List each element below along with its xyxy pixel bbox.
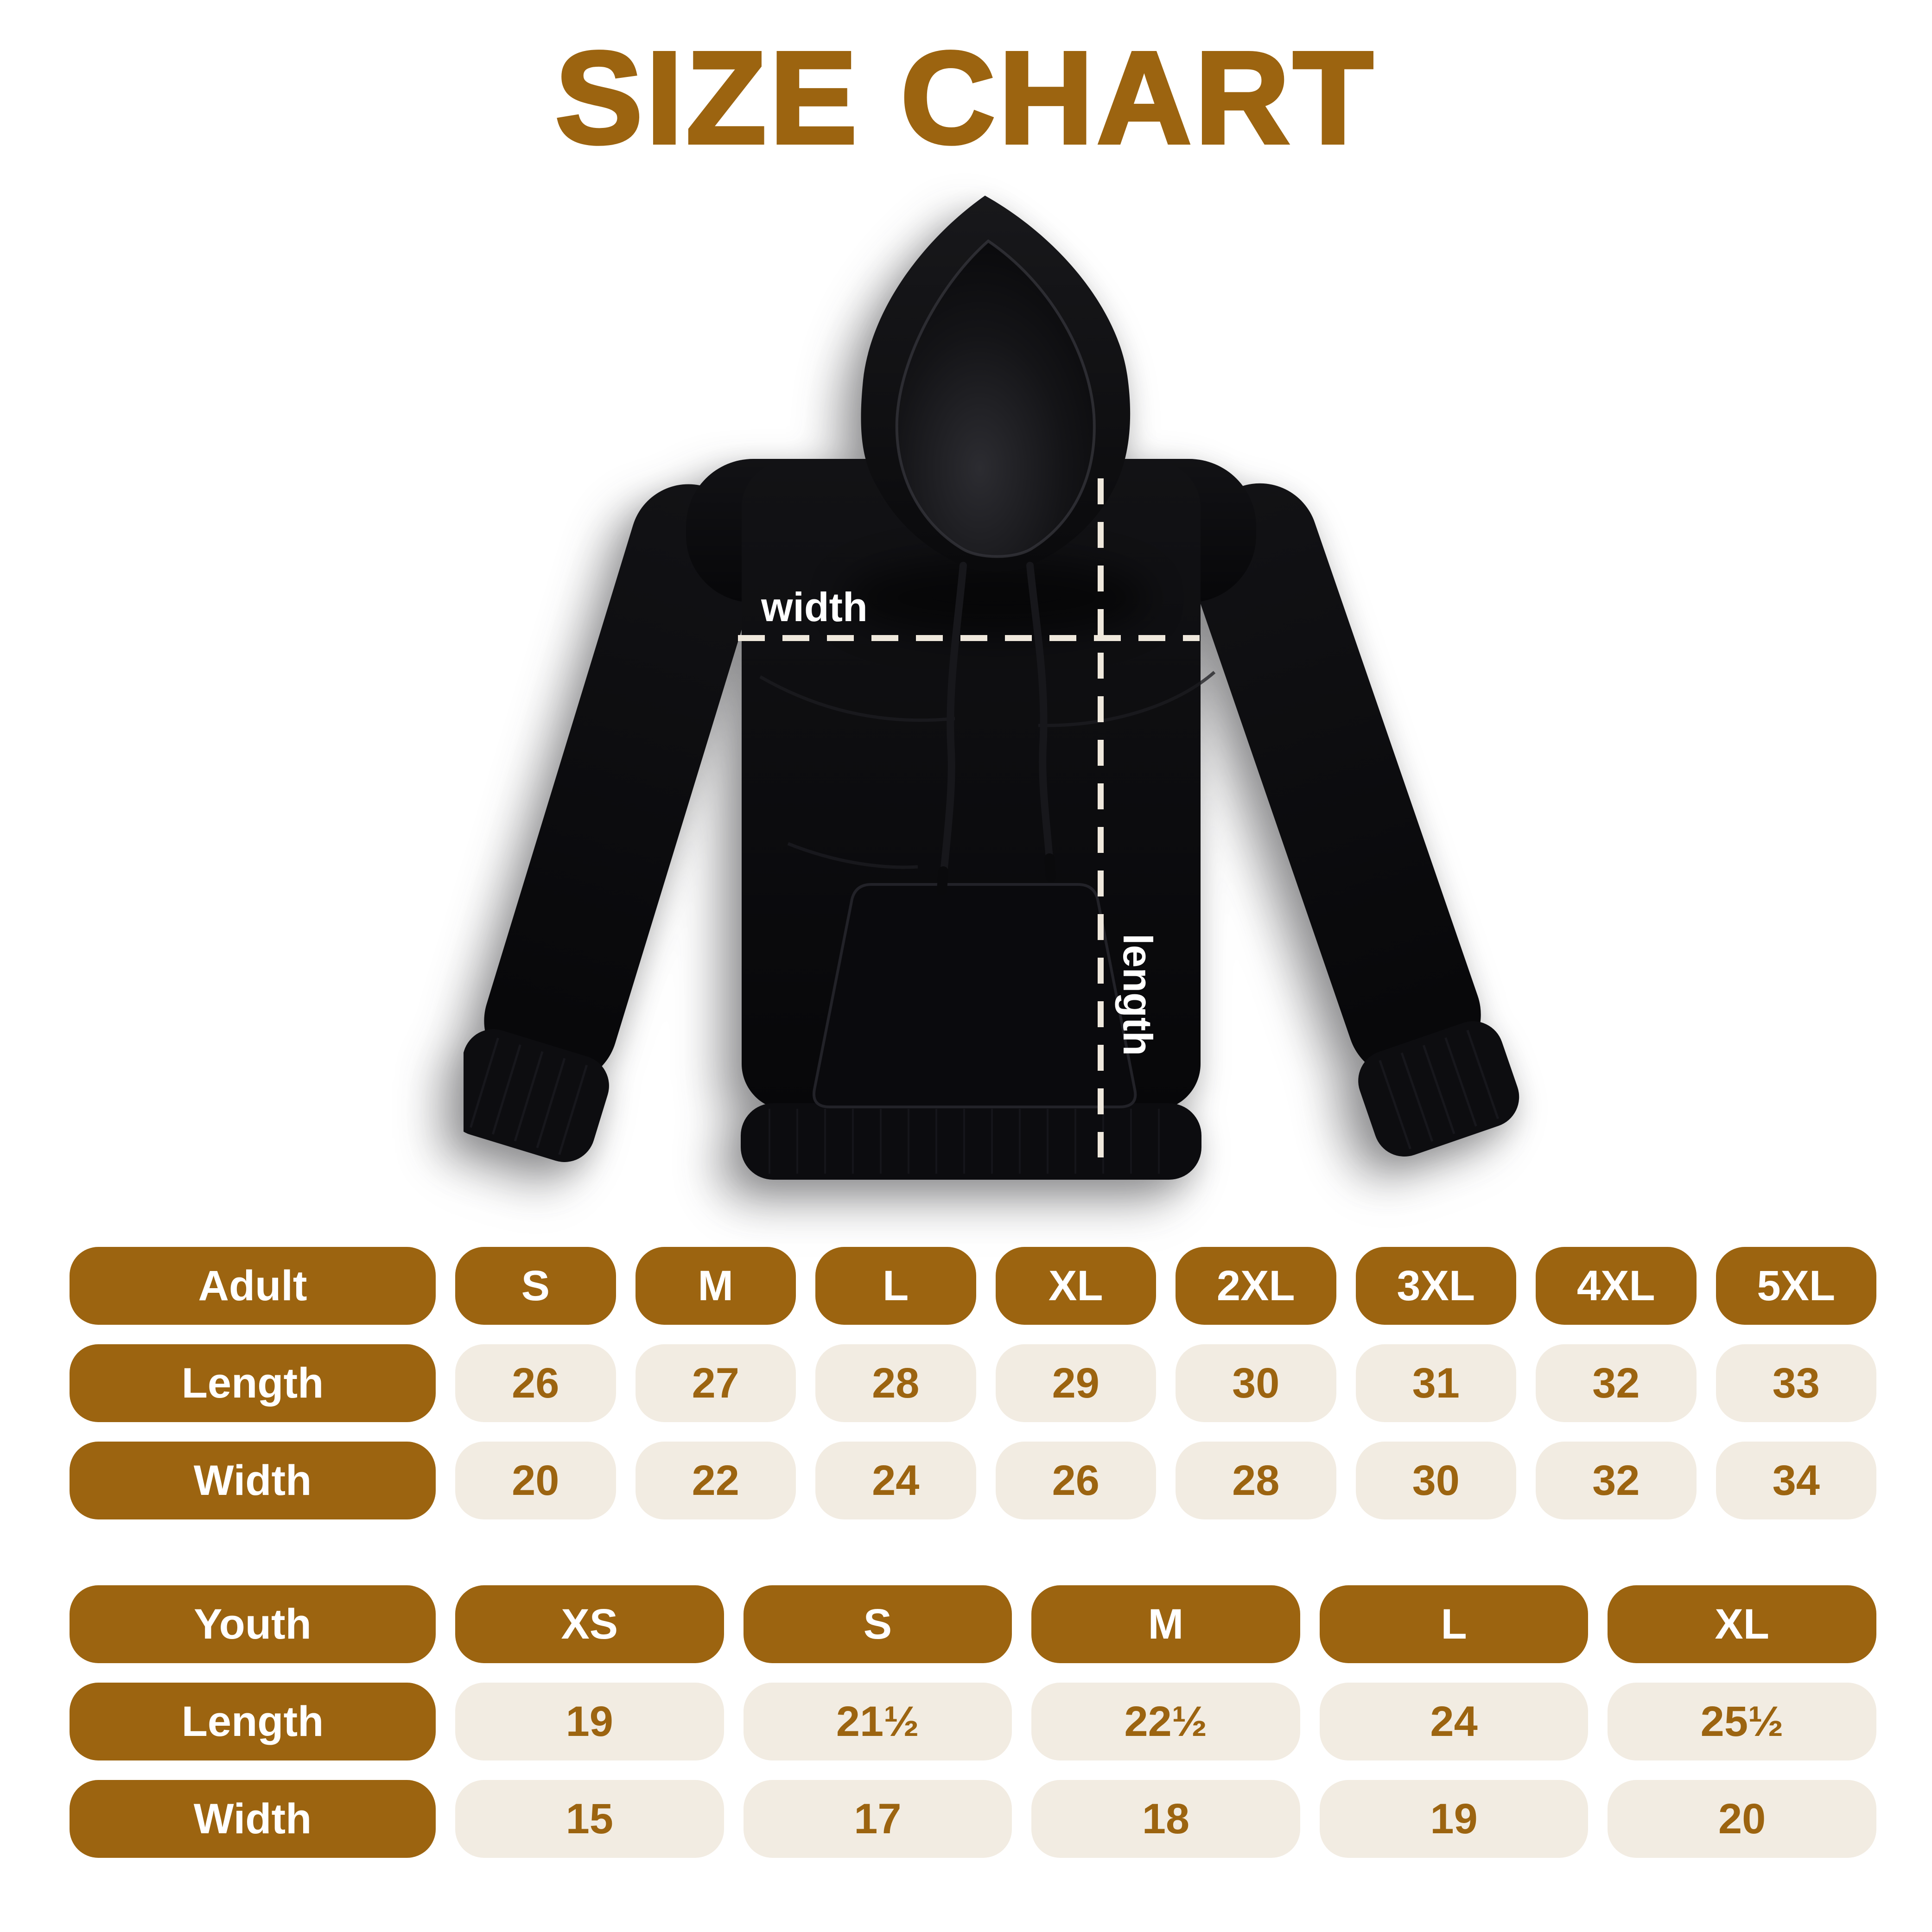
hoodie-image xyxy=(464,158,1539,1242)
adult-length-value: 30 xyxy=(1176,1344,1336,1422)
adult-length-value: 32 xyxy=(1536,1344,1697,1422)
width-label: width xyxy=(761,584,868,630)
adult-header-size-s: S xyxy=(455,1247,616,1325)
page-title: SIZE CHART xyxy=(553,25,1377,171)
youth-header-size-s: S xyxy=(743,1585,1012,1663)
adult-header-size-l: L xyxy=(815,1247,976,1325)
youth-length-value: 22½ xyxy=(1031,1683,1300,1760)
youth-length-value: 25½ xyxy=(1608,1683,1876,1760)
youth-header-size-xs: XS xyxy=(455,1585,724,1663)
adult-size-table: Adult S M L XL 2XL 3XL 4XL 5XL Length 26… xyxy=(70,1247,1876,1519)
youth-length-value: 19 xyxy=(455,1683,724,1760)
youth-header-group: Youth xyxy=(70,1585,436,1663)
youth-width-row-label: Width xyxy=(70,1780,436,1858)
adult-header-size-xl: XL xyxy=(995,1247,1156,1325)
adult-length-value: 33 xyxy=(1716,1344,1876,1422)
adult-width-value: 30 xyxy=(1355,1442,1516,1519)
adult-width-value: 32 xyxy=(1536,1442,1697,1519)
youth-length-value: 24 xyxy=(1319,1683,1589,1760)
youth-size-table: Youth XS S M L XL Length 19 21½ 22½ 24 2… xyxy=(70,1585,1876,1858)
adult-length-value: 28 xyxy=(815,1344,976,1422)
youth-width-value: 19 xyxy=(1319,1780,1589,1858)
youth-width-value: 20 xyxy=(1608,1780,1876,1858)
adult-length-value: 31 xyxy=(1355,1344,1516,1422)
adult-length-value: 27 xyxy=(635,1344,796,1422)
adult-width-value: 34 xyxy=(1716,1442,1876,1519)
adult-width-row-label: Width xyxy=(70,1442,436,1519)
length-measure-line xyxy=(1098,478,1104,1157)
adult-length-value: 26 xyxy=(455,1344,616,1422)
adult-width-value: 20 xyxy=(455,1442,616,1519)
adult-length-value: 29 xyxy=(995,1344,1156,1422)
youth-width-value: 15 xyxy=(455,1780,724,1858)
adult-header-size-4xl: 4XL xyxy=(1536,1247,1697,1325)
youth-header-size-m: M xyxy=(1031,1585,1300,1663)
adult-width-value: 24 xyxy=(815,1442,976,1519)
adult-width-value: 22 xyxy=(635,1442,796,1519)
adult-header-size-2xl: 2XL xyxy=(1176,1247,1336,1325)
youth-header-size-l: L xyxy=(1319,1585,1589,1663)
adult-header-size-m: M xyxy=(635,1247,796,1325)
youth-width-value: 18 xyxy=(1031,1780,1300,1858)
adult-header-size-3xl: 3XL xyxy=(1355,1247,1516,1325)
width-measure-line xyxy=(738,635,1200,641)
youth-header-size-xl: XL xyxy=(1608,1585,1876,1663)
length-label: length xyxy=(1115,934,1161,1056)
youth-length-value: 21½ xyxy=(743,1683,1012,1760)
adult-width-value: 26 xyxy=(995,1442,1156,1519)
youth-width-value: 17 xyxy=(743,1780,1012,1858)
youth-length-row-label: Length xyxy=(70,1683,436,1760)
adult-length-row-label: Length xyxy=(70,1344,436,1422)
adult-header-group: Adult xyxy=(70,1247,436,1325)
adult-width-value: 28 xyxy=(1176,1442,1336,1519)
adult-header-size-5xl: 5XL xyxy=(1716,1247,1876,1325)
